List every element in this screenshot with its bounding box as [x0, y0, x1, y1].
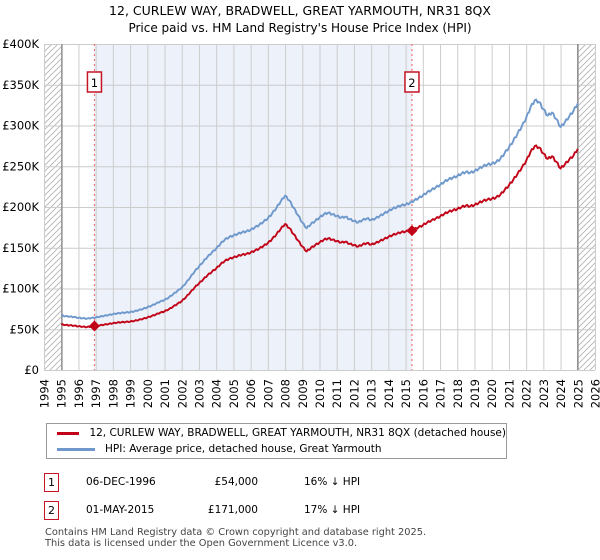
x-tick-label: 2009 [296, 379, 310, 408]
price-paid-line [61, 144, 579, 329]
x-tick-label: 1996 [72, 379, 86, 408]
x-tick-label: 2023 [537, 379, 551, 408]
x-tick-label: 2015 [399, 379, 413, 408]
x-tick-label: 1997 [89, 379, 103, 408]
sale-2-date: 01-MAY-2015 [86, 504, 155, 516]
x-tick-label: 1998 [106, 379, 120, 408]
y-tick-label: £350K [2, 78, 39, 92]
sale-2-marker [406, 225, 418, 237]
chart-legend: 12, CURLEW WAY, BRADWELL, GREAT YARMOUTH… [46, 423, 507, 459]
license-footer-line1: Contains HM Land Registry data © Crown c… [45, 527, 427, 538]
y-tick-label: £250K [2, 159, 39, 173]
x-tick-label: 2007 [261, 379, 275, 408]
x-tick-label: 2004 [210, 379, 224, 408]
sale-2-chart-badge-number: 2 [408, 76, 415, 90]
x-tick-label: 2000 [141, 379, 155, 408]
sale-1-chart-badge [86, 71, 103, 93]
legend-row-hpi: HPI: Average price, detached house, Grea… [57, 442, 506, 456]
y-tick-label: £200K [2, 200, 39, 214]
x-tick-label: 1999 [124, 379, 138, 408]
x-tick-label: 2005 [227, 379, 241, 408]
x-tick-label: 1995 [55, 379, 69, 408]
y-tick-label: £100K [2, 282, 39, 296]
page-title: 12, CURLEW WAY, BRADWELL, GREAT YARMOUTH… [109, 3, 491, 18]
sale-1-price: £54,000 [214, 476, 258, 488]
sale-1-marker [88, 320, 100, 332]
license-footer-line2: This data is licensed under the Open Gov… [45, 538, 358, 549]
sale-2-chart-badge [404, 71, 420, 93]
x-tick-label: 2017 [434, 379, 448, 408]
sale-2-badge: 2 [44, 501, 59, 520]
x-tick-label: 2014 [382, 379, 396, 408]
x-tick-label: 2026 [589, 379, 600, 408]
x-tick-label: 2010 [313, 379, 327, 408]
price-history-chart: 1 2 £0 £50K £100K £150K £200K £250K £300K £350K £4… [2, 37, 600, 408]
x-tick-label: 2016 [416, 379, 430, 408]
x-tick-label: 2002 [175, 379, 189, 408]
x-tick-label: 2006 [244, 379, 258, 408]
sale-2-price: £171,000 [207, 504, 258, 516]
sale-2-vs-hpi: 17% ↓ HPI [304, 504, 361, 516]
sale-1-chart-badge-number: 1 [91, 76, 98, 90]
x-tick-label: 2018 [451, 379, 465, 408]
hpi-legend-label: HPI: Average price, detached house, Grea… [105, 443, 382, 455]
x-tick-label: 2019 [468, 379, 482, 408]
x-tick-label: 2001 [158, 379, 172, 408]
x-tick-label: 2021 [502, 379, 516, 408]
y-tick-label: £50K [10, 322, 40, 336]
x-tick-label: 2022 [520, 379, 534, 408]
x-tick-label: 2003 [192, 379, 206, 408]
sale-1-vs-hpi: 16% ↓ HPI [304, 476, 361, 488]
legend-row-price-paid: 12, CURLEW WAY, BRADWELL, GREAT YARMOUTH… [57, 426, 506, 440]
sale-1-date: 06-DEC-1996 [86, 476, 156, 488]
y-tick-label: £400K [2, 37, 39, 51]
y-tick-label: £0 [24, 363, 39, 377]
x-tick-label: 2024 [554, 379, 568, 408]
x-tick-label: 1994 [38, 379, 52, 408]
transaction-row-1: 1 06-DEC-1996 £54,000 16% ↓ HPI [0, 473, 600, 493]
y-tick-label: £150K [2, 241, 39, 255]
y-tick-label: £300K [2, 119, 39, 133]
hpi-line-swatch [57, 447, 95, 451]
x-tick-label: 2025 [571, 379, 585, 408]
sale-1-badge: 1 [44, 473, 59, 492]
hpi-line [61, 98, 579, 320]
x-tick-label: 2011 [330, 379, 344, 408]
x-tick-label: 2013 [365, 379, 379, 408]
x-tick-label: 2008 [279, 379, 293, 408]
page-subtitle: Price paid vs. HM Land Registry's House … [128, 21, 472, 35]
price-paid-legend-label: 12, CURLEW WAY, BRADWELL, GREAT YARMOUTH… [89, 427, 506, 439]
x-tick-label: 2020 [485, 379, 499, 408]
x-tick-label: 2012 [347, 379, 361, 408]
price-paid-line-swatch [57, 431, 80, 435]
transaction-row-2: 2 01-MAY-2015 £171,000 17% ↓ HPI [0, 501, 600, 521]
